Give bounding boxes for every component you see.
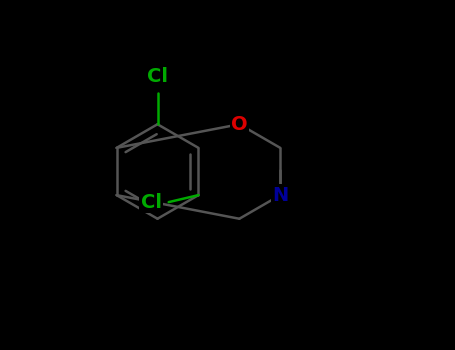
Text: O: O xyxy=(231,115,248,134)
Text: N: N xyxy=(272,186,288,205)
Text: Cl: Cl xyxy=(141,193,162,212)
Text: Cl: Cl xyxy=(147,68,168,86)
